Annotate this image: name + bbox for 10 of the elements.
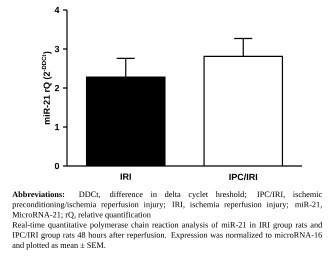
- y-tick-label: 0: [54, 162, 60, 170]
- y-axis-title: miR-21 rQ (2$^{-DDCt}$): [42, 52, 52, 124]
- y-tick-label: 1: [55, 124, 60, 130]
- x-tick-label: IRI: [120, 174, 131, 180]
- x-tick-label: IPC/IRI: [229, 174, 258, 180]
- y-tick-label: 3: [54, 46, 60, 52]
- text: Real-time quantitative polymerase chain reaction analysis of miR-21 in IRI group rats and IPC/IRI group rats 48 hours after reperfusion. Expression was normalized to microRNA-16 and plotted as mean ± SEM.: [12, 222, 322, 250]
- y-tick-label: 4: [54, 6, 60, 14]
- text: Abbreviations: DDCt, difference in delta cyclet hreshold; IPC/IRI, ischemic preconditioning/ischemia reperfusion injury; IRI, ischemia reperfusion injury; miR-21, MicroRNA-21; rQ, relative quantification: [12, 191, 322, 220]
- y-tick-label: 2: [54, 84, 60, 92]
